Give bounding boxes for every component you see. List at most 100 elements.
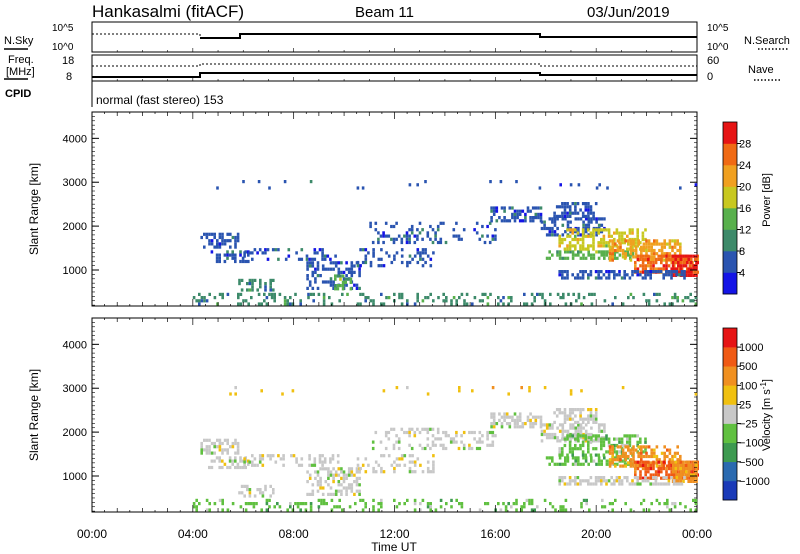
- data-cell: [558, 476, 561, 480]
- data-cell: [308, 283, 312, 287]
- data-cell: [325, 502, 328, 506]
- colorbar-segment: [723, 208, 737, 230]
- data-cell: [665, 264, 668, 268]
- data-cell: [311, 492, 315, 496]
- data-cell: [695, 463, 698, 467]
- data-cell: [318, 457, 322, 461]
- data-cell: [597, 459, 601, 463]
- data-cell: [571, 479, 574, 483]
- data-cell: [611, 454, 614, 459]
- data-cell: [413, 502, 417, 506]
- data-cell: [416, 260, 420, 265]
- data-cell: [621, 448, 625, 452]
- data-cell: [587, 420, 590, 424]
- data-cell: [614, 498, 617, 502]
- data-cell: [334, 274, 337, 278]
- data-cell: [310, 463, 314, 467]
- data-cell: [639, 470, 642, 474]
- data-cell: [683, 270, 686, 274]
- data-cell: [610, 234, 613, 238]
- data-cell: [594, 479, 598, 483]
- data-cell: [347, 473, 351, 477]
- data-cell: [663, 302, 666, 306]
- data-cell: [644, 267, 647, 271]
- data-cell: [491, 434, 495, 438]
- data-cell: [419, 251, 422, 255]
- data-cell: [636, 440, 639, 444]
- data-cell: [531, 206, 535, 210]
- data-cell: [539, 212, 543, 216]
- data-cell: [577, 183, 581, 187]
- data-cell: [644, 228, 647, 232]
- data-cell: [332, 492, 335, 496]
- data-cell: [563, 214, 567, 218]
- data-cell: [226, 232, 229, 236]
- data-cell: [398, 292, 401, 296]
- time-tick-label: 16:00: [480, 527, 510, 541]
- data-cell: [677, 463, 680, 467]
- data-cell: [442, 430, 445, 435]
- data-cell: [640, 245, 643, 249]
- data-cell: [312, 292, 315, 296]
- data-cell: [674, 470, 677, 474]
- data-cell: [581, 420, 585, 424]
- data-cell: [687, 270, 690, 274]
- data-cell: [429, 502, 432, 506]
- data-cell: [253, 463, 257, 467]
- data-cell: [653, 255, 656, 259]
- data-cell: [541, 292, 544, 296]
- data-cell: [537, 212, 540, 216]
- data-cell: [277, 454, 280, 458]
- data-cell: [243, 484, 246, 488]
- data-cell: [475, 231, 479, 235]
- velocity-data-cells: [192, 386, 699, 512]
- data-cell: [657, 254, 660, 258]
- data-cell: [667, 257, 671, 261]
- data-cell: [652, 460, 655, 464]
- data-cell: [634, 245, 638, 249]
- data-cell: [259, 491, 262, 495]
- data-cell: [666, 505, 669, 509]
- data-cell: [548, 230, 552, 234]
- data-cell: [580, 502, 583, 506]
- data-cell: [452, 296, 456, 300]
- data-cell: [261, 454, 265, 458]
- data-cell: [382, 240, 385, 245]
- data-cell: [629, 464, 633, 468]
- data-cell: [253, 457, 257, 461]
- data-cell: [364, 296, 367, 300]
- data-cell: [602, 476, 606, 480]
- data-cell: [576, 408, 580, 412]
- data-cell: [341, 292, 344, 296]
- data-cell: [380, 502, 383, 506]
- data-cell: [358, 492, 361, 496]
- data-cell: [562, 292, 565, 296]
- data-cell: [577, 233, 580, 237]
- data-cell: [455, 234, 458, 238]
- data-cell: [364, 248, 368, 252]
- data-cell: [210, 451, 214, 455]
- data-cell: [597, 462, 601, 466]
- data-cell: [536, 292, 539, 296]
- data-cell: [356, 463, 360, 467]
- data-cell: [228, 465, 232, 470]
- data-cell: [231, 459, 234, 463]
- data-cell: [624, 252, 627, 256]
- data-cell: [516, 418, 519, 422]
- data-cell: [289, 296, 292, 300]
- data-cell: [589, 440, 593, 444]
- data-cell: [561, 211, 564, 215]
- data-cell: [380, 264, 383, 268]
- data-cell: [195, 505, 198, 509]
- data-cell: [518, 209, 522, 213]
- data-cell: [392, 237, 396, 241]
- data-cell: [311, 489, 315, 493]
- data-cell: [628, 231, 632, 235]
- ytick-label: 2000: [63, 427, 87, 439]
- data-cell: [564, 230, 567, 234]
- data-cell: [400, 240, 404, 245]
- data-cell: [234, 456, 237, 460]
- data-cell: [251, 463, 254, 467]
- data-cell: [594, 270, 598, 274]
